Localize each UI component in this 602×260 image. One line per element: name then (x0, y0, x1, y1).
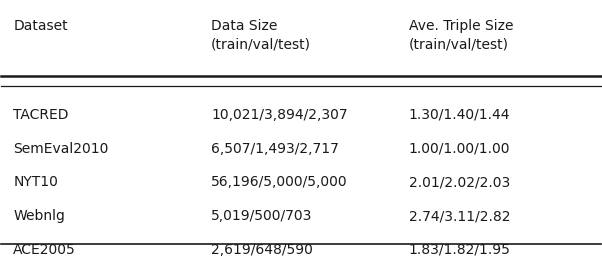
Text: Ave. Triple Size
(train/val/test): Ave. Triple Size (train/val/test) (409, 19, 514, 51)
Text: 1.00/1.00/1.00: 1.00/1.00/1.00 (409, 141, 510, 155)
Text: Dataset: Dataset (13, 19, 68, 33)
Text: 6,507/1,493/2,717: 6,507/1,493/2,717 (211, 141, 339, 155)
Text: 2,619/648/590: 2,619/648/590 (211, 243, 313, 257)
Text: Data Size
(train/val/test): Data Size (train/val/test) (211, 19, 311, 51)
Text: 1.83/1.82/1.95: 1.83/1.82/1.95 (409, 243, 510, 257)
Text: Webnlg: Webnlg (13, 209, 65, 223)
Text: TACRED: TACRED (13, 108, 69, 122)
Text: 10,021/3,894/2,307: 10,021/3,894/2,307 (211, 108, 348, 122)
Text: ACE2005: ACE2005 (13, 243, 76, 257)
Text: 1.30/1.40/1.44: 1.30/1.40/1.44 (409, 108, 510, 122)
Text: 2.74/3.11/2.82: 2.74/3.11/2.82 (409, 209, 510, 223)
Text: 2.01/2.02/2.03: 2.01/2.02/2.03 (409, 175, 510, 189)
Text: 56,196/5,000/5,000: 56,196/5,000/5,000 (211, 175, 348, 189)
Text: SemEval2010: SemEval2010 (13, 141, 109, 155)
Text: 5,019/500/703: 5,019/500/703 (211, 209, 312, 223)
Text: NYT10: NYT10 (13, 175, 58, 189)
